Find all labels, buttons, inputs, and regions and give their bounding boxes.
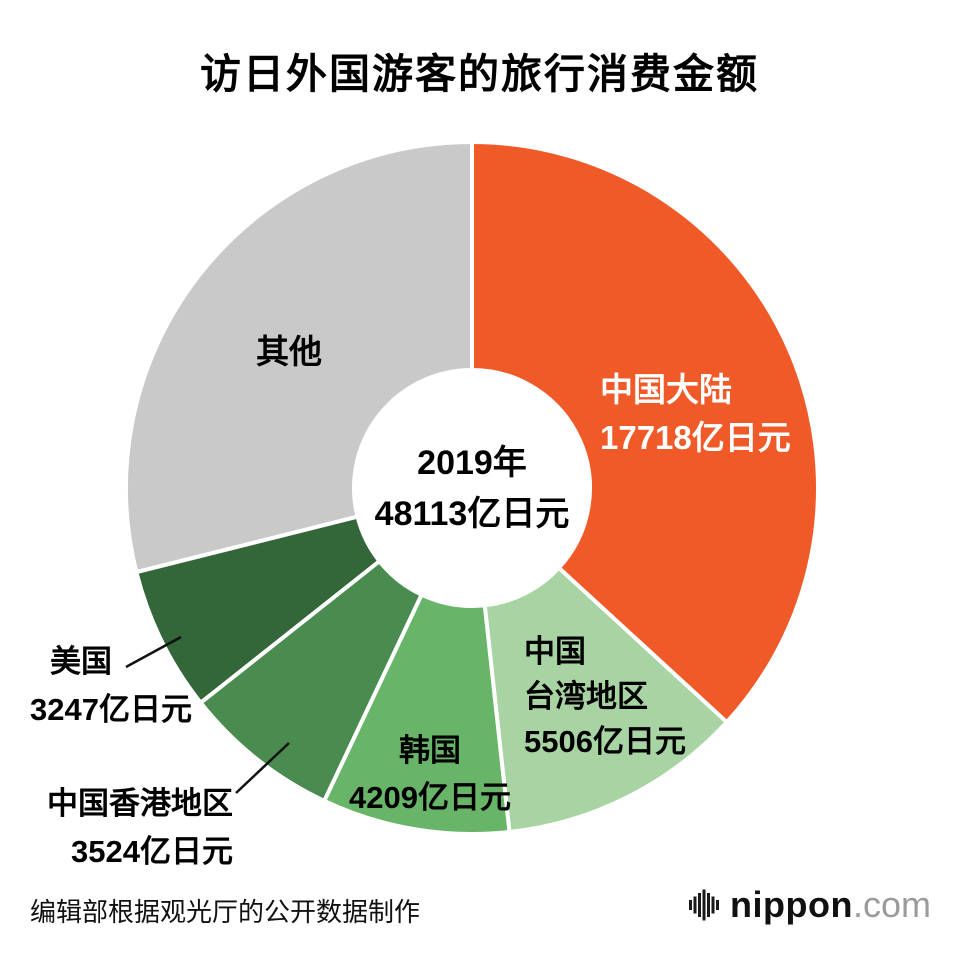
taiwan-value: 5506亿日元 [524,723,686,759]
taiwan-name-line1: 中国 [524,634,586,669]
pie-segment-usa [133,514,383,706]
usa-leader-line [125,635,182,669]
center-total: 48113亿日元 [374,495,570,533]
south-korea-value: 4209亿日元 [349,779,511,815]
mainland-china-value: 17718亿日元 [600,418,791,456]
label-mainland-china: 中国大陆 17718亿日元 [600,366,791,462]
pie-segment-taiwan [482,565,730,835]
label-others: 其他 [256,328,322,376]
pie-segment-mainland-china [470,139,820,725]
others-name: 其他 [256,333,322,370]
taiwan-name-line2: 台湾地区 [524,678,648,714]
center-total-label: 2019年 48113亿日元 [322,438,622,540]
hong-kong-name: 中国香港地区 [47,786,233,821]
mainland-china-name: 中国大陆 [600,371,732,408]
chart-title: 访日外国游客的旅行消费金额 [200,51,759,97]
hong-kong-value: 3524亿日元 [71,834,233,870]
pie-segment-others [124,139,474,575]
logo-brand: nippon [730,884,853,925]
label-south-korea: 韩国 4209亿日元 [340,728,520,821]
label-usa: 美国 3247亿日元 [30,638,192,734]
pie-segment-hong-kong [197,558,425,804]
usa-name: 美国 [50,644,112,679]
center-year: 2019年 [417,444,527,482]
source-note: 编辑部根据观光厅的公开数据制作 [30,897,421,927]
label-taiwan: 中国 台湾地区 5506亿日元 [524,630,686,765]
logo-tld: .com [852,884,931,925]
usa-value: 3247亿日元 [30,692,192,728]
nippon-logo: nippon .com [689,884,931,926]
nippon-bars-icon [689,889,720,921]
pie-segment-south-korea [321,592,512,836]
south-korea-name: 韩国 [399,733,461,768]
label-hong-kong: 中国香港地区 3524亿日元 [5,780,233,876]
hong-kong-leader-line [235,742,290,794]
